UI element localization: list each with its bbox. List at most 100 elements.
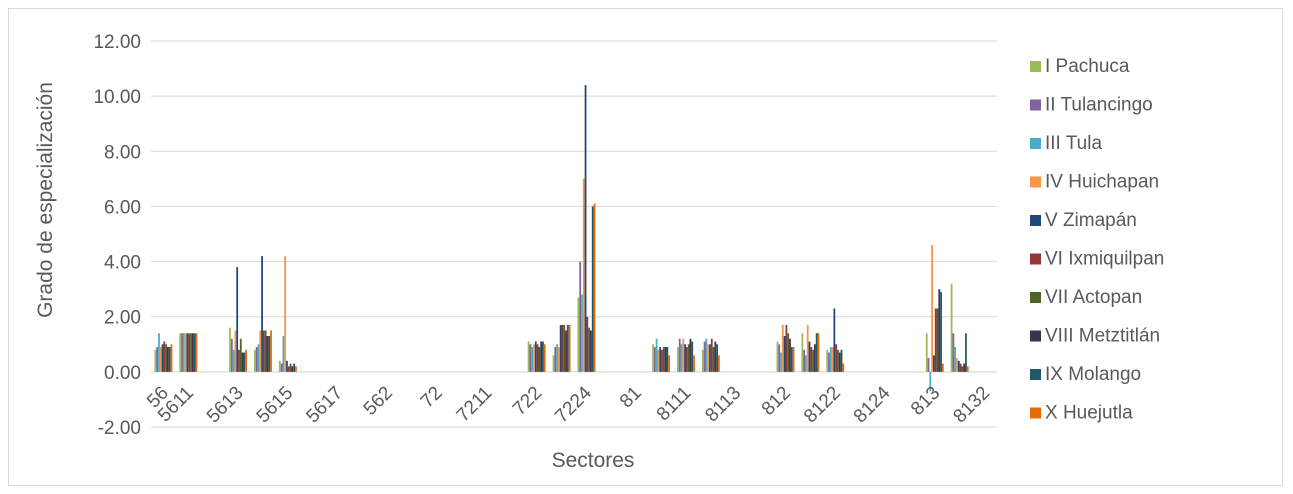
bar-56-s6 (165, 344, 168, 372)
bar-5613-s0 (229, 327, 231, 372)
bar-811-s7 (664, 347, 667, 372)
x-tick-label: 722 (509, 383, 546, 420)
legend: I Pachuca II Tulancingo III Tula IV Huichap… (1030, 56, 1164, 424)
bar-7223-s2 (556, 344, 558, 372)
bar-7224-s7 (590, 330, 592, 372)
bar-7224-s2 (581, 294, 583, 372)
legend-swatch (1030, 215, 1041, 226)
bar-7223-s9 (568, 324, 571, 372)
bar-811-s5 (661, 349, 663, 372)
x-tick-label: 8111 (653, 383, 696, 426)
y-axis-ticks: -2.00 0.00 2.00 4.00 6.00 8.00 10.00 12.00 (93, 32, 141, 439)
bar-812-s7 (789, 338, 791, 372)
bar-56-s8 (168, 347, 171, 372)
x-tick-label: 7211 (453, 383, 497, 427)
bar-8111-s1 (678, 338, 681, 372)
bar-8121-s0 (801, 333, 804, 372)
bar-5613-s5 (238, 349, 240, 372)
x-tick-label: 562 (360, 383, 397, 420)
bar-5613-s1 (230, 338, 233, 372)
bar-812-s0 (776, 341, 779, 372)
legend-label: VI Ixmiquilpan (1045, 249, 1164, 270)
bar-812-s2 (780, 352, 782, 372)
legend-label: III Tula (1045, 133, 1102, 154)
bar-8122-s4 (833, 308, 836, 372)
bar-5615-s9 (295, 366, 297, 372)
bar-5614-s8 (268, 336, 271, 372)
bar-8112-s4 (709, 344, 711, 372)
bar-5611-s2 (182, 333, 185, 372)
bar-813-s7 (938, 289, 941, 372)
bar-8111-s2 (680, 344, 683, 372)
bar-8131-s3 (956, 358, 958, 372)
bar-5611-s6 (190, 333, 192, 372)
bar-8112-s9 (718, 355, 720, 372)
bar-8121-s8 (815, 333, 818, 372)
bar-7224-s5 (586, 316, 589, 372)
bar-8111-s0 (677, 347, 679, 372)
x-tick-label: 72 (417, 383, 447, 413)
legend-label: IX Molango (1045, 364, 1141, 385)
bar-8131-s7 (963, 363, 966, 372)
bar-722-s7 (540, 341, 543, 372)
legend-label: VII Actopan (1045, 287, 1142, 308)
x-tick-label: 5615 (253, 383, 298, 428)
bar-722-s9 (543, 344, 546, 372)
bar-8121-s6 (812, 349, 814, 372)
bar-5614-s9 (270, 330, 272, 372)
bar-811-s9 (668, 355, 671, 372)
bar-7223-s5 (561, 324, 564, 372)
x-tick-label: 8132 (949, 383, 994, 428)
bar-56-s3 (159, 347, 162, 372)
bar-5615-s5 (287, 366, 290, 372)
bar-5614-s3 (259, 330, 262, 372)
bar-8112-s8 (716, 344, 719, 372)
bar-7224-s9 (593, 203, 596, 372)
bar-8131-s4 (957, 360, 960, 372)
bar-8112-s7 (714, 341, 717, 372)
x-tick-label: 8124 (850, 382, 895, 427)
legend-label: V Zimapán (1045, 210, 1137, 231)
bar-5615-s6 (289, 363, 292, 372)
bar-5613-s9 (245, 349, 248, 372)
bar-5614-s7 (266, 336, 269, 372)
x-tick-label: 7224 (551, 382, 596, 427)
bar-8111-s4 (684, 344, 686, 372)
bar-8112-s2 (705, 338, 708, 372)
bar-722-s8 (542, 341, 544, 372)
bar-813-s8 (940, 291, 942, 372)
bar-812-s5 (785, 324, 788, 372)
legend-label: II Tulancingo (1045, 95, 1153, 116)
bar-8122-s9 (842, 363, 845, 372)
bar-8111-s6 (687, 344, 690, 372)
bar-813-s9 (941, 363, 944, 372)
y-tick-label: 12.00 (93, 32, 141, 53)
bar-7224-s6 (588, 327, 591, 372)
bar-5614-s2 (257, 344, 260, 372)
bar-722-s1 (529, 344, 532, 372)
bar-813-s3 (931, 245, 933, 372)
bar-8112-s3 (707, 344, 710, 372)
bar-5613-s2 (232, 349, 235, 372)
bar-5615-s2 (282, 336, 285, 372)
bar-5613-s7 (241, 352, 244, 372)
bars (154, 85, 969, 392)
legend-swatch (1030, 407, 1041, 419)
bar-811-s1 (653, 347, 656, 372)
bar-8122-s6 (837, 349, 839, 372)
x-tick-label: 81 (616, 383, 646, 413)
bar-811-s4 (659, 347, 662, 372)
legend-label: I Pachuca (1045, 56, 1130, 77)
bar-7223-s0 (552, 355, 555, 372)
bar-813-s5 (934, 308, 937, 372)
bar-56-s5 (163, 341, 166, 372)
bar-811-s6 (662, 347, 665, 372)
bar-8111-s9 (693, 355, 695, 372)
bar-811-s0 (652, 344, 654, 372)
bar-7223-s4 (559, 324, 562, 372)
bar-8121-s5 (810, 347, 813, 372)
bar-5614-s5 (262, 330, 265, 372)
bar-5615-s8 (293, 363, 296, 372)
bar-722-s2 (531, 347, 534, 372)
bar-812-s3 (781, 324, 784, 372)
